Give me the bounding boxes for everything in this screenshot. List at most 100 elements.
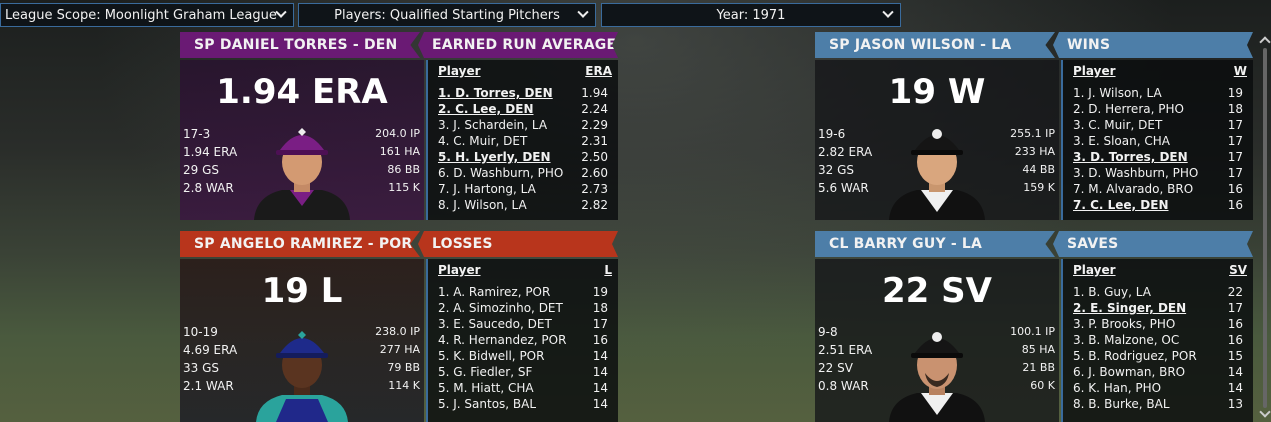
players-dropdown[interactable]: Players: Qualified Starting Pitchers — [298, 3, 596, 27]
leaderboard-stat-value: 2.31 — [581, 134, 608, 148]
leaderboard-player-name[interactable]: 5. H. Lyerly, DEN — [438, 150, 551, 164]
saves-col-player[interactable]: Player — [1073, 263, 1116, 277]
wins-k: 159 K — [1023, 181, 1055, 194]
wins-player-header[interactable]: SP JASON WILSON - LA — [815, 32, 1055, 58]
losses-gs: 33 GS — [183, 361, 219, 375]
chevron-down-icon — [275, 6, 287, 18]
leaderboard-player-name: 8. B. Burke, BAL — [1073, 397, 1170, 411]
leaderboard-row: 3. E. Sloan, CHA 17 — [1073, 134, 1247, 150]
wins-era: 2.82 ERA — [818, 145, 873, 159]
era-ha: 161 HA — [379, 145, 420, 158]
leaderboard-row: 8. B. Burke, BAL 13 — [1073, 397, 1247, 413]
losses-ha: 277 HA — [379, 343, 420, 356]
saves-sv: 22 SV — [818, 361, 853, 375]
leaderboard-row: 7. J. Hartong, LA 2.73 — [438, 182, 612, 198]
leaderboard-stat-value: 17 — [1227, 301, 1243, 315]
leaderboard-player-name: 6. K. Han, PHO — [1073, 381, 1162, 395]
saves-leaderboard: Player SV 1. B. Guy, LA 22 2. E. Singer, D… — [1061, 259, 1253, 422]
leaderboard-player-name[interactable]: 7. C. Lee, DEN — [1073, 198, 1169, 212]
leaderboard-player-name: 5. K. Bidwell, POR — [438, 349, 545, 363]
wins-record: 19-6 — [818, 127, 846, 141]
leaderboard-stat-value: 17 — [1227, 118, 1243, 132]
era-col-stat[interactable]: ERA — [585, 64, 612, 78]
leaderboard-stat-value: 17 — [1227, 166, 1243, 180]
year-dropdown[interactable]: Year: 1971 — [601, 3, 901, 27]
leaderboard-player-name[interactable]: 2. E. Singer, DEN — [1073, 301, 1187, 315]
saves-ip: 100.1 IP — [1010, 325, 1055, 338]
leaderboard-stat-value: 16 — [592, 333, 608, 347]
losses-col-player[interactable]: Player — [438, 263, 481, 277]
saves-record: 9-8 — [818, 325, 838, 339]
leaderboard-row[interactable]: 1. D. Torres, DEN 1.94 — [438, 86, 612, 102]
leaderboard-row: 3. B. Malzone, OC 16 — [1073, 333, 1247, 349]
leaderboard-player-name: 1. A. Ramirez, POR — [438, 285, 551, 299]
scroll-up-icon[interactable] — [1259, 36, 1271, 48]
player-portrait — [254, 128, 350, 220]
era-player-header-label: SP DANIEL TORRES - DEN — [194, 37, 398, 53]
losses-k: 114 K — [388, 379, 420, 392]
era-leaderboard: Player ERA 1. D. Torres, DEN 1.94 2. C. Le… — [426, 60, 618, 220]
leaderboard-row[interactable]: 2. E. Singer, DEN 17 — [1073, 301, 1247, 317]
league-scope-label: League Scope: Moonlight Graham League — [5, 7, 277, 23]
leaderboard-row[interactable]: 3. D. Torres, DEN 17 — [1073, 150, 1247, 166]
chevron-down-icon — [577, 6, 589, 18]
saves-col-stat[interactable]: SV — [1229, 263, 1247, 277]
saves-player-card: 22 SV 9-8 2.51 ERA 22 SV 0.8 WAR 100.1 I… — [815, 259, 1059, 422]
saves-k: 60 K — [1030, 379, 1055, 392]
losses-player-card: 19 L 10-19 4.69 ERA 33 GS 2.1 WAR 238.0 … — [180, 259, 424, 422]
losses-col-stat[interactable]: L — [604, 263, 612, 277]
saves-ha: 85 HA — [1021, 343, 1055, 356]
leaderboard-stat-value: 16 — [1227, 333, 1243, 347]
vertical-scrollbar[interactable] — [1259, 30, 1271, 422]
leaderboard-player-name: 3. E. Sloan, CHA — [1073, 134, 1170, 148]
leaderboard-stat-value: 15 — [1227, 349, 1243, 363]
chevron-down-icon — [882, 6, 894, 18]
saves-player-header[interactable]: CL BARRY GUY - LA — [815, 231, 1055, 257]
era-player-header[interactable]: SP DANIEL TORRES - DEN — [180, 32, 420, 58]
leaderboard-player-name[interactable]: 3. D. Torres, DEN — [1073, 150, 1188, 164]
leaderboard-stat-value: 2.73 — [581, 182, 608, 196]
era-left-stats: 17-3 1.94 ERA 29 GS 2.8 WAR — [183, 125, 237, 197]
leaderboard-stat-value: 2.24 — [581, 102, 608, 116]
wins-col-player[interactable]: Player — [1073, 64, 1116, 78]
leaderboard-stat-value: 2.60 — [581, 166, 608, 180]
leaderboard-player-name: 4. R. Hernandez, POR — [438, 333, 567, 347]
leaderboard-player-name[interactable]: 1. D. Torres, DEN — [438, 86, 553, 100]
scroll-down-icon[interactable] — [1259, 406, 1271, 418]
leaderboard-stat-value: 14 — [1227, 381, 1243, 395]
wins-left-stats: 19-6 2.82 ERA 32 GS 5.6 WAR — [818, 125, 872, 197]
era-col-player[interactable]: Player — [438, 64, 481, 78]
leaderboard-stat-value: 18 — [1227, 102, 1243, 116]
losses-ip: 238.0 IP — [375, 325, 420, 338]
wins-player-card: 19 W 19-6 2.82 ERA 32 GS 5.6 WAR 255.1 I… — [815, 60, 1059, 220]
leaderboard-player-name[interactable]: 2. C. Lee, DEN — [438, 102, 534, 116]
leaderboard-row: 8. J. Wilson, LA 2.82 — [438, 198, 612, 214]
losses-record: 10-19 — [183, 325, 218, 339]
losses-era: 4.69 ERA — [183, 343, 238, 357]
leaderboard-stat-value: 17 — [1227, 150, 1243, 164]
wins-bb: 44 BB — [1022, 163, 1055, 176]
leaderboard-row: 5. J. Santos, BAL 14 — [438, 397, 612, 413]
era-bb: 86 BB — [387, 163, 420, 176]
losses-player-header[interactable]: SP ANGELO RAMIREZ - POR — [180, 231, 420, 257]
leaderboard-row[interactable]: 5. H. Lyerly, DEN 2.50 — [438, 150, 612, 166]
saves-bb: 21 BB — [1022, 361, 1055, 374]
leaderboard-player-name: 4. C. Muir, DET — [438, 134, 528, 148]
leaderboard-row[interactable]: 7. C. Lee, DEN 16 — [1073, 198, 1247, 214]
league-scope-dropdown[interactable]: League Scope: Moonlight Graham League — [0, 3, 294, 27]
saves-war: 0.8 WAR — [818, 379, 869, 393]
wins-ha: 233 HA — [1014, 145, 1055, 158]
leaderboard-stat-value: 14 — [592, 365, 608, 379]
era-record: 17-3 — [183, 127, 211, 141]
losses-left-stats: 10-19 4.69 ERA 33 GS 2.1 WAR — [183, 323, 237, 395]
leaderboard-player-name: 5. M. Hiatt, CHA — [438, 381, 534, 395]
scroll-thumb[interactable] — [1263, 48, 1267, 408]
leaderboard-player-name: 1. J. Wilson, LA — [1073, 86, 1162, 100]
wins-col-stat[interactable]: W — [1233, 64, 1247, 78]
leaderboard-row: 5. K. Bidwell, POR 14 — [438, 349, 612, 365]
player-portrait — [256, 331, 348, 422]
leaderboard-row[interactable]: 2. C. Lee, DEN 2.24 — [438, 102, 612, 118]
filter-bar: League Scope: Moonlight Graham League Pl… — [0, 3, 1271, 27]
leaderboard-player-name: 1. B. Guy, LA — [1073, 285, 1151, 299]
leaderboard-row: 3. C. Muir, DET 17 — [1073, 118, 1247, 134]
